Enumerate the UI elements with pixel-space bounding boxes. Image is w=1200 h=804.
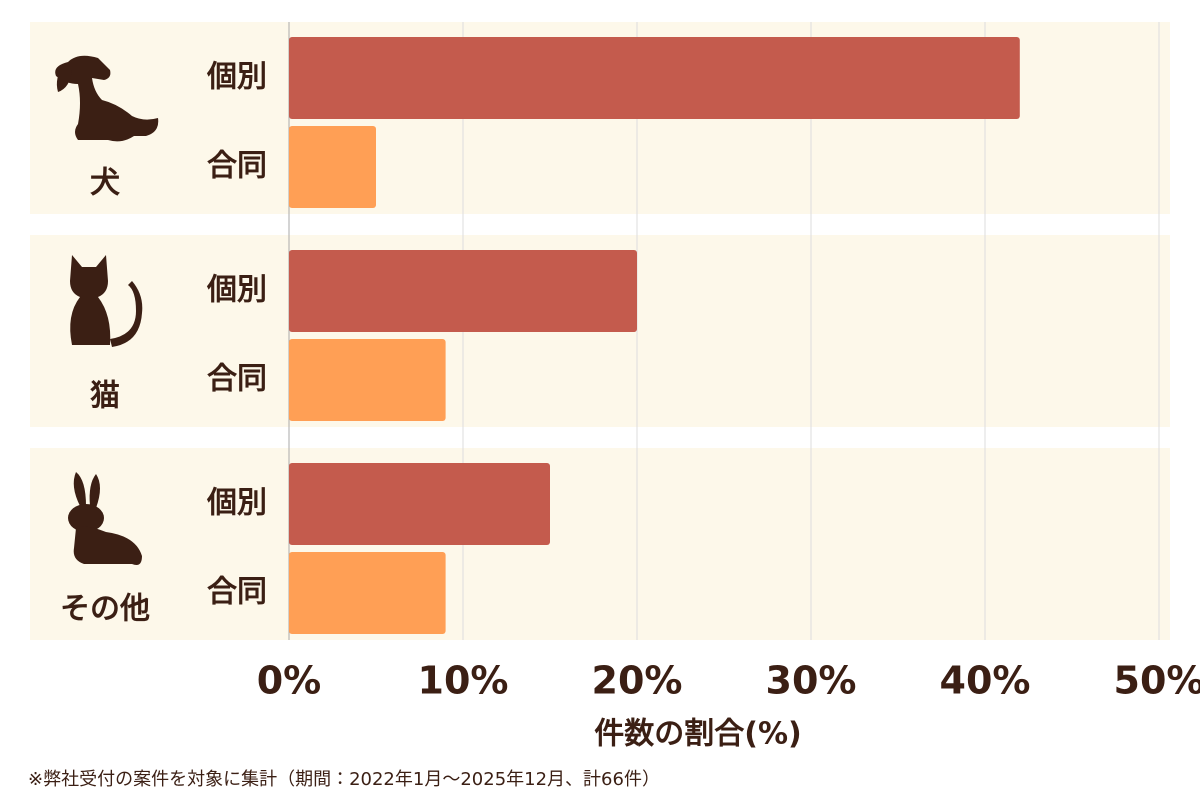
bar bbox=[289, 126, 376, 208]
cat-icon bbox=[70, 255, 143, 347]
bar bbox=[289, 250, 637, 332]
bar bbox=[289, 463, 550, 545]
category-label: その他 bbox=[60, 592, 150, 627]
series-label: 個別 bbox=[206, 60, 267, 95]
category-label: 犬 bbox=[90, 166, 120, 201]
series-label: 合同 bbox=[207, 575, 267, 610]
bar bbox=[289, 552, 446, 634]
series-label: 合同 bbox=[207, 149, 267, 184]
x-tick-label: 40% bbox=[940, 659, 1031, 703]
x-axis-label: 件数の割合(%) bbox=[594, 717, 801, 752]
category-label: 猫 bbox=[90, 379, 120, 414]
category-panel bbox=[30, 448, 1170, 640]
x-tick-label: 30% bbox=[766, 659, 857, 703]
bar bbox=[289, 339, 446, 421]
series-label: 個別 bbox=[206, 486, 267, 521]
series-label: 個別 bbox=[206, 273, 267, 308]
x-tick-label: 50% bbox=[1114, 659, 1200, 703]
footnote: ※弊社受付の案件を対象に集計（期間：2022年1月～2025年12月、計66件） bbox=[28, 769, 660, 790]
x-tick-label: 10% bbox=[418, 659, 509, 703]
series-label: 合同 bbox=[207, 362, 267, 397]
x-tick-label: 0% bbox=[257, 659, 322, 703]
x-tick-label: 20% bbox=[592, 659, 683, 703]
dog-icon bbox=[55, 55, 159, 142]
rabbit-icon bbox=[68, 472, 142, 565]
bar bbox=[289, 37, 1020, 119]
